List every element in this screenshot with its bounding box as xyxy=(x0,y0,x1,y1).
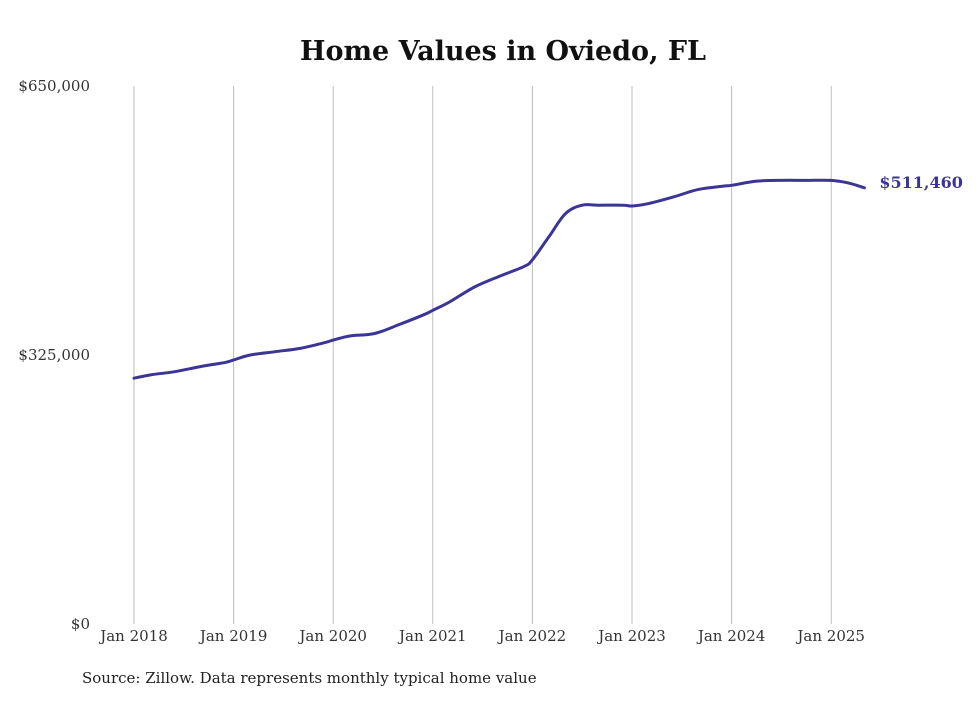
chart-title: Home Values in Oviedo, FL xyxy=(300,36,706,67)
x-tick-label: Jan 2021 xyxy=(397,627,467,645)
y-tick-label: $325,000 xyxy=(18,346,90,364)
y-tick-label: $0 xyxy=(71,615,90,633)
x-axis-ticks: Jan 2018 Jan 2019 Jan 2020 Jan 2021 Jan 2022… xyxy=(98,627,865,645)
series-layer: $511,460 xyxy=(132,173,963,380)
source-note: Source: Zillow. Data represents monthly … xyxy=(82,669,537,687)
x-tick-label: Jan 2022 xyxy=(497,627,567,645)
y-tick-label: $650,000 xyxy=(18,77,90,95)
y-axis-ticks: $0 $325,000 $650,000 xyxy=(18,77,90,633)
x-tick-label: Jan 2019 xyxy=(198,627,268,645)
x-tick-label: Jan 2025 xyxy=(795,627,865,645)
x-tick-label: Jan 2020 xyxy=(297,627,367,645)
x-tick-label: Jan 2023 xyxy=(596,627,666,645)
series-line-0 xyxy=(132,178,866,380)
grid-lines xyxy=(133,86,832,624)
x-tick-label: Jan 2024 xyxy=(696,627,766,645)
end-value-label: $511,460 xyxy=(879,173,963,192)
x-tick-label: Jan 2018 xyxy=(98,627,168,645)
